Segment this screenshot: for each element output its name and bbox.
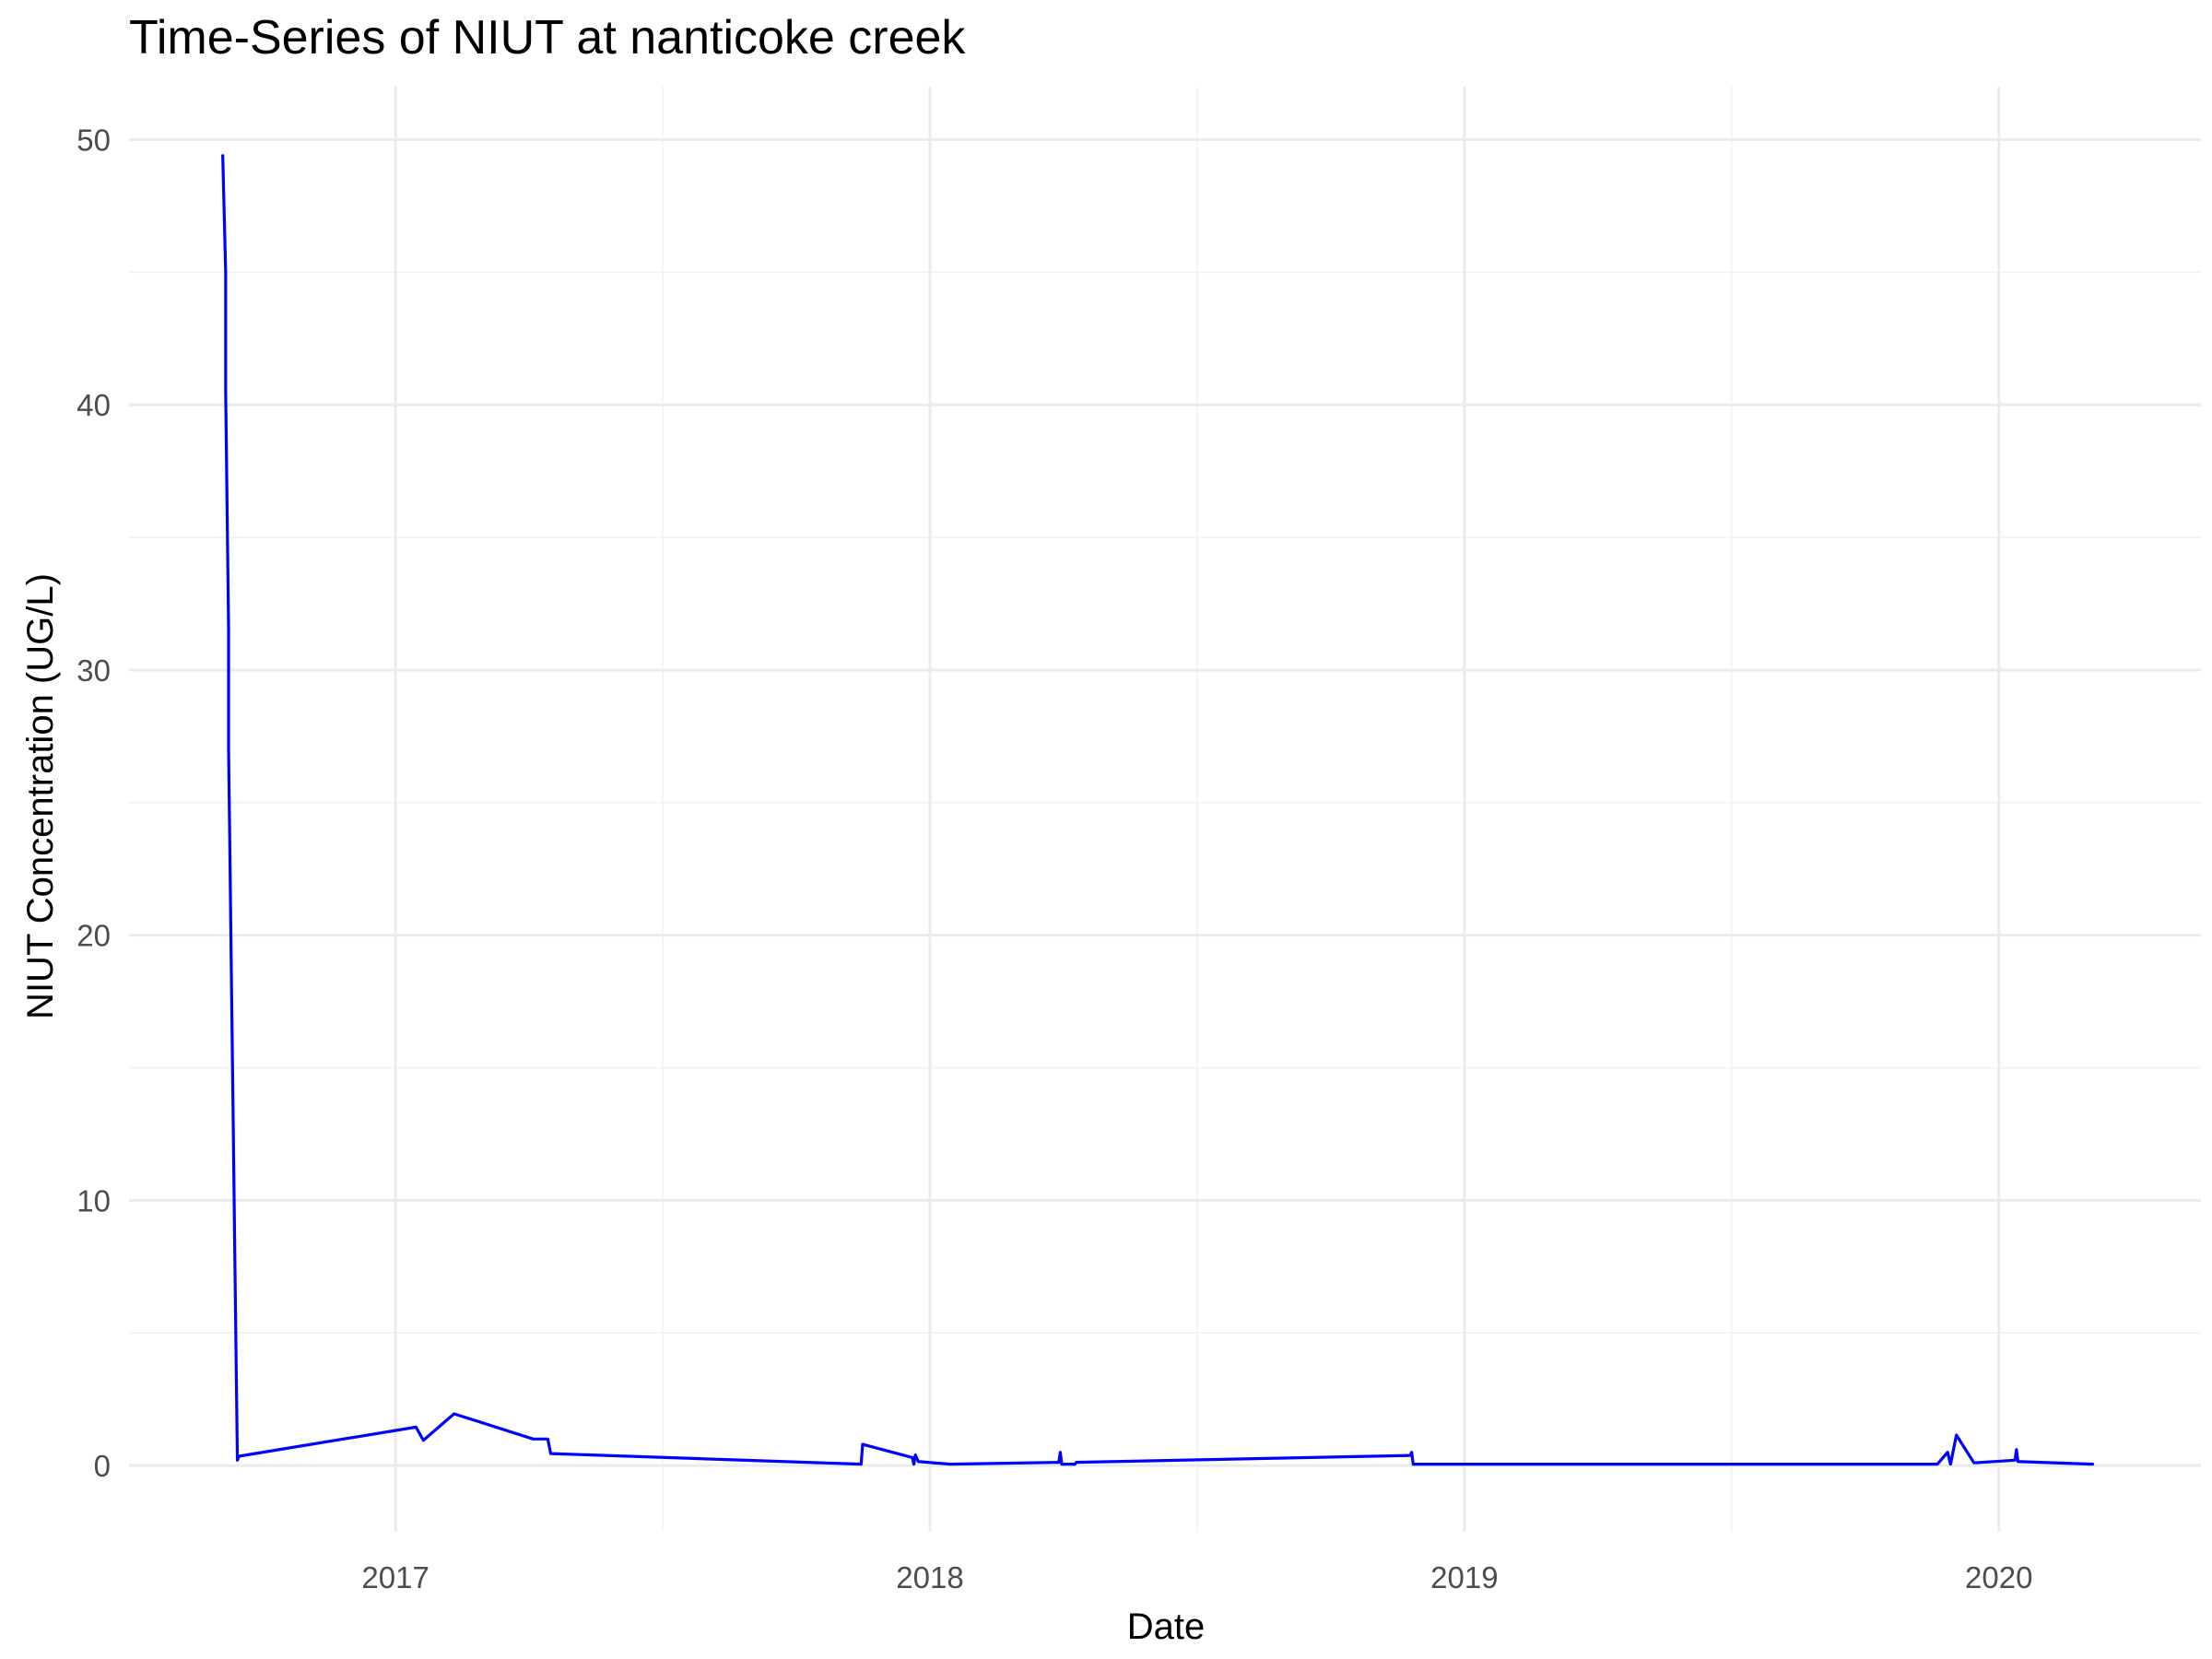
y-axis-label: NIUT Concentration (UG/L) [20, 573, 61, 1019]
minor-gridlines [129, 87, 2201, 1532]
major-gridlines [129, 87, 2201, 1532]
y-tick-label: 50 [76, 124, 111, 158]
series-layer [221, 154, 2095, 1466]
x-axis-label: Date [1127, 1606, 1206, 1647]
y-tick-label: 0 [94, 1449, 111, 1483]
y-tick-label: 20 [76, 919, 111, 953]
y-tick-label: 10 [76, 1183, 111, 1218]
x-tick-label: 2020 [1965, 1560, 2032, 1594]
x-tick-label: 2019 [1430, 1560, 1498, 1594]
y-tick-label: 30 [76, 653, 111, 688]
x-tick-label: 2018 [896, 1560, 963, 1594]
series-line [221, 154, 2095, 1466]
y-axis-tick-labels: 0 10 20 30 40 50 [76, 124, 111, 1484]
y-tick-label: 40 [76, 388, 111, 422]
x-axis-tick-labels: 2017 2018 2019 2020 [361, 1560, 2032, 1594]
x-tick-label: 2017 [361, 1560, 429, 1594]
chart-title: Time-Series of NIUT at nanticoke creek [129, 11, 966, 65]
